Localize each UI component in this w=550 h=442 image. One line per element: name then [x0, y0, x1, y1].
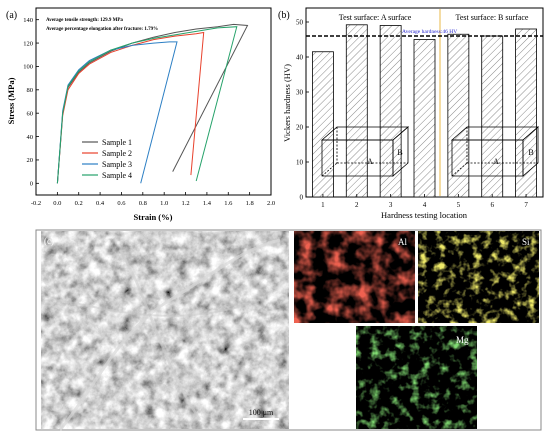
specimen-box-b	[450, 126, 540, 177]
tensile-x-tick-label: 0.2	[75, 200, 83, 207]
hardness-y-tick-label: 0	[300, 193, 304, 201]
tensile-y-tick-label: 120	[23, 40, 33, 47]
legend-label-3: Sample 3	[102, 160, 132, 169]
hardness-x-axis-label: Hardness testing location	[381, 210, 468, 220]
tensile-y-tick-label: 0	[30, 181, 33, 188]
tensile-legend: Sample 1 Sample 2 Sample 3 Sample 4	[82, 138, 132, 180]
tensile-x-tick-label: 0.4	[96, 200, 105, 207]
hardness-bar-7	[515, 28, 537, 198]
tensile-strength-note: Average tensile strength: 129.9 MPa	[46, 18, 123, 23]
hardness-bar-4	[413, 39, 436, 198]
panel-c-label: (c)	[44, 236, 54, 246]
mg-map	[356, 326, 477, 429]
tensile-plot-frame	[35, 7, 272, 196]
tensile-y-axis-label: Stress (MPa)	[6, 77, 16, 124]
mg-map-label: Mg	[456, 335, 469, 345]
box-b-face-b: B	[528, 148, 533, 157]
legend-label-1: Sample 1	[102, 138, 132, 147]
tensile-y-tick-label: 100	[23, 64, 33, 71]
tensile-x-tick-label: 1.4	[203, 200, 212, 207]
tensile-x-tick-label: 1.2	[181, 200, 189, 207]
tensile-y-tick-label: 60	[27, 110, 34, 117]
tensile-series-2	[56, 31, 205, 184]
hardness-y-tick-label: 40	[296, 53, 304, 61]
sem-image	[41, 231, 289, 431]
elongation-note: Average percentage elongation after frac…	[46, 27, 158, 32]
tensile-y-tick-label: 80	[27, 87, 34, 94]
specimen-box-a	[320, 126, 410, 177]
hardness-chart: 1 2 3 4 5 6 7 0 10 20 30 40 50 (b) Test surface: A s…	[278, 7, 544, 220]
hardness-x-tick-label: 6	[490, 201, 494, 209]
hardness-bar-5	[447, 33, 470, 198]
panel-a-label: (a)	[6, 10, 17, 21]
tensile-x-tick-label: 0.6	[117, 200, 126, 207]
tensile-y-tick-label: 140	[23, 17, 33, 24]
hardness-y-tick-label: 20	[296, 123, 304, 131]
scale-bar-label: 100 μm	[249, 408, 274, 417]
panel-b-label: (b)	[278, 10, 290, 21]
hardness-x-tick-label: 7	[524, 201, 528, 209]
tensile-x-tick-label: 2.0	[267, 200, 275, 207]
tensile-y-tick-label: 40	[27, 134, 34, 141]
hardness-x-tick-label: 3	[389, 201, 393, 209]
hardness-x-tick-label: 5	[457, 201, 461, 209]
si-map-label: Si	[522, 237, 530, 247]
tensile-x-tick-label: 1.6	[224, 200, 233, 207]
hardness-y-axis-label: Vickers hardness (HV)	[282, 64, 292, 142]
surface-a-label: Test surface: A surface	[339, 13, 412, 22]
legend-label-2: Sample 2	[102, 149, 132, 158]
tensile-x-tick-label: 0.0	[53, 200, 61, 207]
al-map	[294, 231, 415, 323]
panel-c-frame	[35, 229, 542, 431]
box-b-face-a: A	[493, 157, 499, 166]
hardness-bar-6	[481, 35, 504, 198]
tensile-series-4	[56, 26, 238, 184]
tensile-series-1	[56, 23, 249, 184]
si-map	[418, 231, 539, 323]
surface-b-label: Test surface: B surface	[456, 13, 529, 22]
hardness-y-tick-label: 30	[296, 88, 304, 96]
tensile-x-tick-label: 1.0	[160, 200, 168, 207]
hardness-x-tick-label: 1	[321, 201, 325, 209]
box-a-face-b: B	[397, 148, 402, 157]
al-map-label: Al	[398, 237, 407, 247]
tensile-x-axis-label: Strain (%)	[134, 212, 173, 222]
micrograph-panel: (c) 100 μm Al Si Mg	[35, 229, 542, 431]
box-a-face-a: A	[367, 157, 373, 166]
tensile-x-tick-label: -0.2	[31, 200, 41, 207]
legend-label-4: Sample 4	[102, 171, 132, 180]
tensile-x-tick-label: 0.8	[139, 200, 147, 207]
hardness-bar-2	[345, 24, 368, 198]
tensile-chart: -0.2 0.0 0.2 0.4 0.6 0.8 1.0 1.2 1.4 1.6 1.8 2.0 0 20…	[6, 7, 275, 222]
hardness-x-tick-label: 4	[423, 201, 427, 209]
scale-bar	[243, 418, 279, 420]
hardness-y-tick-label: 10	[296, 158, 304, 166]
hardness-x-tick-label: 2	[355, 201, 359, 209]
tensile-y-tick-label: 20	[27, 157, 34, 164]
tensile-x-tick-label: 1.8	[246, 200, 254, 207]
hardness-y-tick-label: 50	[296, 18, 304, 26]
average-hardness-label: Average hardness:46 HV	[402, 29, 457, 35]
